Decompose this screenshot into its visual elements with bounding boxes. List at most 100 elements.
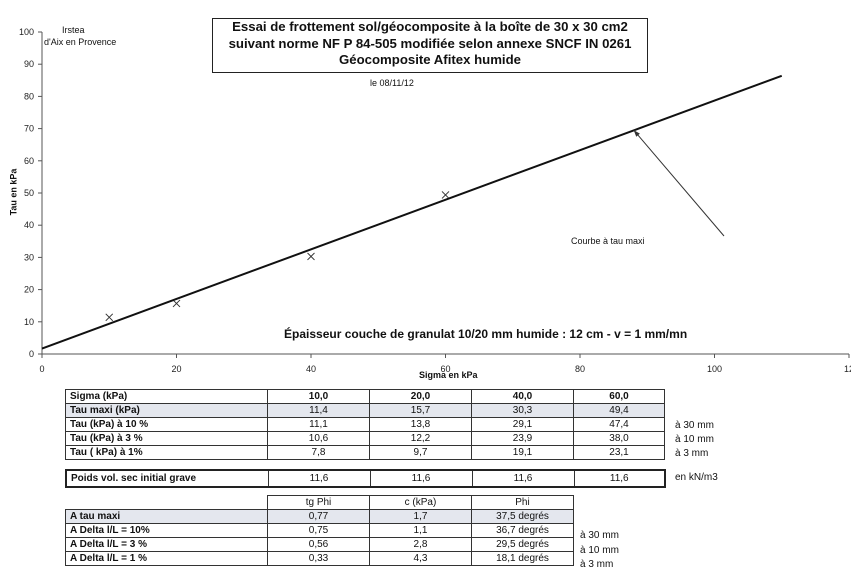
row-note: à 10 mm [580,545,619,556]
y-tick-label: 50 [24,188,34,198]
row-note: à 30 mm [580,530,619,541]
density-table: Poids vol. sec initial grave 11,6 11,6 1… [65,469,666,488]
table-header-cell: 10,0 [267,389,370,404]
annotation-arrow [633,129,725,237]
table-cell: 0,56 [267,537,370,552]
table-header-cell: 20,0 [369,389,472,404]
table-header-cell: 40,0 [471,389,574,404]
table-cell: 49,4 [573,403,665,418]
y-tick-label: 60 [24,156,34,166]
row-label: A tau maxi [65,509,268,524]
chart-title-line1: Essai de frottement sol/géocomposite à l… [232,19,628,34]
y-tick-label: 20 [24,285,34,295]
table-row: Tau ( kPa) à 1% 7,8 9,7 19,1 23,1 [65,445,665,460]
row-label: Tau (kPa) à 3 % [65,431,268,446]
table-row: A tau maxi 0,77 1,7 37,5 degrés [65,509,574,524]
table-row: Tau (kPa) à 3 % 10,6 12,2 23,9 38,0 [65,431,665,446]
table-row: A Delta l/L = 1 % 0,33 4,3 18,1 degrés [65,551,574,566]
table-row: A Delta l/L = 3 % 0,56 2,8 29,5 degrés [65,537,574,552]
row-label: Tau maxi (kPa) [65,403,268,418]
table-header-cell: Sigma (kPa) [65,389,268,404]
friction-chart: 0 10 20 30 40 50 60 70 80 90 100 0 20 40 60 80 100 12 [19,27,851,374]
chart-series [41,74,783,350]
y-tick-label: 40 [24,220,34,230]
chart-axes [41,32,849,355]
table-cell: 30,3 [471,403,574,418]
y-axis-ticks: 0 10 20 30 40 50 60 70 80 90 100 [19,27,42,359]
table-cell: 37,5 degrés [471,509,574,524]
chart-note: Épaisseur couche de granulat 10/20 mm hu… [284,327,688,341]
results-table: Sigma (kPa) 10,0 20,0 40,0 60,0 Tau maxi… [65,389,665,460]
x-axis-label: Sigma en kPa [419,370,478,380]
table-cell: 11,4 [267,403,370,418]
table-cell: 7,8 [267,445,370,460]
table-cell: 29,1 [471,417,574,432]
organization-line2: d'Aix en Provence [44,37,117,47]
x-tick-label: 60 [440,364,450,374]
table-header-cell: tg Phi [267,495,370,510]
table-header-cell: Phi [471,495,574,510]
x-tick-label: 80 [575,364,585,374]
y-axis-label: Tau en kPa [8,168,19,216]
row-label: Tau ( kPa) à 1% [65,445,268,460]
data-point [105,313,114,322]
table-cell: 10,6 [267,431,370,446]
regression-line [41,74,783,350]
table-cell: 0,75 [267,523,370,538]
y-tick-label: 80 [24,91,34,101]
data-point [172,299,181,308]
table-row: Tau maxi (kPa) 11,4 15,7 30,3 49,4 [65,403,665,418]
chart-title-box: Essai de frottement sol/géocomposite à l… [212,18,648,73]
table-cell: 47,4 [573,417,665,432]
row-label: A Delta l/L = 3 % [65,537,268,552]
table-cell: 15,7 [369,403,472,418]
table-header-cell [66,496,268,510]
table-header-cell: 60,0 [573,389,665,404]
table-cell: 11,6 [573,469,666,488]
x-tick-label: 40 [306,364,316,374]
table-cell: 11,6 [369,469,473,488]
table-cell: 1,7 [369,509,472,524]
row-label: Tau (kPa) à 10 % [65,417,268,432]
x-tick-label: 20 [171,364,181,374]
x-tick-label: 12 [844,364,851,374]
table-header-row: Sigma (kPa) 10,0 20,0 40,0 60,0 [65,389,665,404]
row-label: Poids vol. sec initial grave [65,469,269,488]
row-note: à 3 mm [675,448,709,459]
table-cell: 23,9 [471,431,574,446]
x-axis-ticks: 0 20 40 60 80 100 12 [39,354,851,374]
table-cell: 36,7 degrés [471,523,574,538]
density-unit: en kN/m3 [675,472,718,483]
table-cell: 11,6 [267,469,371,488]
row-label: A Delta l/L = 10% [65,523,268,538]
shear-parameters-table: tg Phi c (kPa) Phi A tau maxi 0,77 1,7 3… [65,495,574,566]
table-cell: 12,2 [369,431,472,446]
y-tick-label: 100 [19,27,34,37]
table-cell: 0,77 [267,509,370,524]
x-tick-label: 0 [39,364,44,374]
row-note: à 30 mm [675,420,714,431]
table-cell: 2,8 [369,537,472,552]
table-cell: 11,1 [267,417,370,432]
annotation-arrowhead [633,130,640,137]
y-tick-label: 0 [29,349,34,359]
test-date: le 08/11/12 [370,78,414,88]
table-cell: 29,5 degrés [471,537,574,552]
table-cell: 38,0 [573,431,665,446]
table-cell: 9,7 [369,445,472,460]
table-cell: 13,8 [369,417,472,432]
table-row: A Delta l/L = 10% 0,75 1,1 36,7 degrés [65,523,574,538]
table-cell: 11,6 [471,469,575,488]
organization-line1: Irstea [62,25,85,35]
table-header-cell: c (kPa) [369,495,472,510]
y-tick-label: 30 [24,252,34,262]
table-cell: 19,1 [471,445,574,460]
chart-title-line3: Géocomposite Afitex humide [339,52,521,67]
chart-title-line2: suivant norme NF P 84-505 modifiée selon… [228,35,632,51]
y-tick-label: 10 [24,317,34,327]
curve-annotation: Courbe à tau maxi [571,236,645,246]
data-point [441,191,450,199]
row-note: à 3 mm [580,559,614,570]
y-tick-label: 70 [24,124,34,134]
row-note: à 10 mm [675,434,714,445]
